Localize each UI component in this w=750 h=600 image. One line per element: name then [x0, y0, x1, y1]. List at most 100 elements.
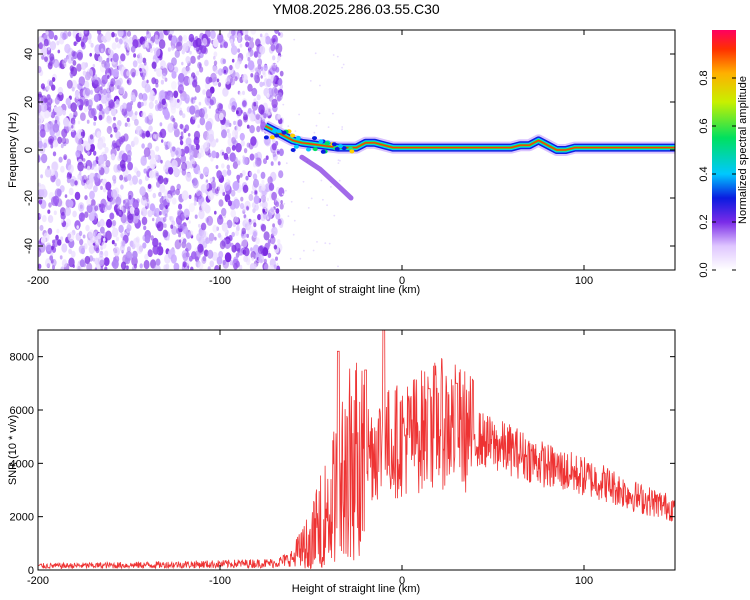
noise-speckle	[97, 30, 102, 35]
noise-speckle	[126, 246, 131, 253]
noise-speckle	[154, 154, 159, 161]
ridge-blob	[334, 147, 340, 151]
noise-speckle	[84, 30, 88, 34]
noise-speckle	[254, 190, 258, 195]
noise-speckle	[166, 236, 170, 241]
noise-speckle	[212, 38, 219, 48]
noise-speckle	[263, 258, 267, 264]
noise-speckle	[46, 94, 51, 101]
noise-speckle	[247, 57, 251, 62]
noise-speckle	[222, 58, 227, 64]
noise-speckle	[283, 202, 286, 205]
noise-speckle	[101, 108, 106, 115]
noise-speckle	[171, 71, 177, 79]
noise-speckle	[253, 231, 257, 237]
noise-speckle	[133, 53, 137, 58]
noise-speckle	[243, 255, 249, 263]
noise-speckle	[276, 150, 280, 155]
ridge-blob	[349, 149, 355, 154]
noise-speckle	[118, 210, 122, 215]
noise-speckle	[188, 33, 195, 43]
noise-speckle	[49, 53, 55, 61]
noise-speckle	[231, 58, 235, 63]
noise-speckle	[256, 157, 262, 166]
noise-speckle	[134, 207, 140, 217]
noise-speckle	[182, 113, 186, 119]
noise-speckle	[260, 75, 263, 79]
ridge-blob	[320, 149, 326, 154]
noise-speckle	[256, 94, 261, 101]
noise-speckle	[182, 261, 187, 268]
noise-speckle	[76, 63, 82, 72]
noise-speckle	[274, 30, 280, 34]
noise-speckle	[179, 90, 183, 94]
noise-speckle	[103, 257, 110, 267]
noise-speckle	[199, 66, 204, 73]
noise-speckle	[68, 257, 75, 268]
noise-speckle	[216, 78, 220, 83]
noise-speckle	[265, 155, 269, 160]
noise-speckle	[73, 41, 77, 46]
noise-speckle	[266, 197, 270, 202]
noise-speckle	[257, 58, 263, 66]
noise-speckle	[163, 264, 168, 270]
noise-speckle	[210, 138, 217, 148]
noise-speckle	[143, 168, 147, 174]
noise-speckle	[275, 43, 283, 54]
noise-speckle	[126, 79, 130, 84]
noise-speckle	[216, 256, 223, 265]
noise-speckle	[137, 52, 142, 60]
noise-speckle	[57, 239, 62, 246]
noise-speckle	[213, 60, 218, 66]
noise-speckle	[268, 182, 275, 191]
noise-speckle	[68, 126, 72, 131]
noise-speckle	[57, 49, 61, 54]
noise-speckle	[38, 182, 41, 187]
noise-speckle	[200, 222, 207, 231]
noise-speckle	[229, 259, 234, 266]
noise-speckle	[237, 119, 243, 127]
colorbar-gradient	[712, 30, 736, 270]
noise-speckle	[133, 263, 138, 269]
noise-speckle	[216, 170, 223, 179]
noise-speckle	[262, 69, 266, 75]
noise-speckle	[178, 233, 182, 238]
spectrogram-noise	[38, 30, 345, 270]
noise-speckle	[171, 220, 176, 227]
noise-speckle	[88, 108, 95, 119]
noise-speckle	[341, 128, 343, 131]
noise-speckle	[66, 79, 73, 89]
noise-speckle	[93, 185, 98, 193]
noise-speckle	[197, 124, 200, 129]
ridge-blob	[269, 135, 275, 140]
noise-speckle	[337, 162, 340, 165]
noise-speckle	[223, 152, 229, 160]
noise-speckle	[192, 177, 198, 186]
noise-speckle	[142, 63, 149, 74]
noise-speckle	[336, 55, 339, 58]
noise-speckle	[140, 211, 144, 216]
noise-speckle	[210, 30, 216, 39]
noise-speckle	[188, 220, 191, 224]
noise-speckle	[79, 95, 86, 106]
noise-speckle	[89, 190, 95, 200]
noise-speckle	[170, 151, 175, 158]
noise-speckle	[52, 139, 59, 148]
noise-speckle	[97, 255, 105, 267]
noise-speckle	[262, 212, 268, 220]
noise-speckle	[103, 237, 106, 242]
noise-speckle	[153, 264, 161, 270]
noise-speckle	[145, 130, 151, 138]
noise-speckle	[276, 263, 279, 265]
noise-speckle	[210, 156, 214, 162]
noise-speckle	[154, 47, 161, 57]
noise-speckle	[173, 168, 180, 177]
noise-speckle	[330, 186, 332, 188]
noise-speckle	[167, 167, 171, 172]
noise-speckle	[194, 214, 198, 219]
noise-speckle	[133, 215, 139, 224]
noise-speckle	[222, 169, 228, 177]
noise-speckle	[249, 153, 255, 161]
noise-speckle	[253, 98, 257, 104]
noise-speckle	[171, 81, 177, 90]
